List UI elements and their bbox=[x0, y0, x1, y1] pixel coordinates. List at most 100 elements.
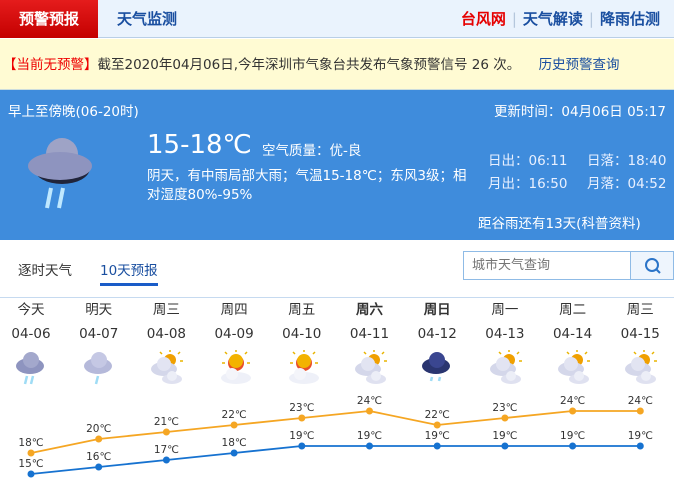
weather-desc-1: 阴天，有中雨局部大雨；气温15-18℃；东风3级；相 bbox=[147, 168, 467, 184]
forecast-date: 04-11 bbox=[349, 326, 390, 342]
high-temp-line bbox=[30, 410, 641, 454]
low-temp-point bbox=[366, 442, 373, 450]
high-temp-label: 24℃ bbox=[560, 395, 585, 407]
divider bbox=[0, 297, 674, 298]
city-search-input[interactable] bbox=[463, 251, 631, 280]
moonset: 月落：04:52 bbox=[587, 176, 667, 192]
high-temp-point bbox=[298, 414, 306, 422]
low-temp-label: 18℃ bbox=[222, 437, 247, 449]
forecast-day: 周一 bbox=[491, 302, 519, 318]
high-temp-label: 20℃ bbox=[86, 423, 111, 435]
low-temp-label: 17℃ bbox=[154, 444, 179, 456]
partly-cloudy-icon bbox=[625, 350, 658, 384]
low-temp-label: 19℃ bbox=[357, 430, 382, 442]
search-icon bbox=[645, 258, 661, 274]
forecast-date: 04-15 bbox=[620, 326, 660, 342]
high-temp-label: 24℃ bbox=[628, 395, 653, 407]
low-temp-label: 19℃ bbox=[289, 430, 314, 442]
high-temp-label: 23℃ bbox=[492, 402, 517, 414]
low-temp-point bbox=[162, 456, 170, 464]
high-temp-label: 22℃ bbox=[222, 409, 247, 421]
forecast-day: 周日 bbox=[423, 302, 451, 318]
forecast-date: 04-13 bbox=[485, 326, 525, 342]
top-nav bbox=[0, 0, 674, 38]
heavy-rain-icon bbox=[28, 138, 92, 209]
high-temp-label: 22℃ bbox=[425, 409, 450, 421]
partly-cloudy-icon bbox=[489, 350, 522, 384]
warning-bar: 【当前无预警】截至2020年04月06日,今年深圳市气象台共发布气象预警信号 2… bbox=[0, 39, 674, 90]
nav-right-links: 台风网 | 天气解读 | 降雨估测 bbox=[455, 0, 666, 38]
solar-term-link[interactable]: 距谷雨还有13天(科普资料) bbox=[478, 216, 641, 232]
low-temp-point bbox=[501, 442, 509, 450]
forecast-day: 周六 bbox=[356, 302, 383, 318]
history-warning-link[interactable]: 历史预警查询 bbox=[538, 57, 620, 73]
forecast-date: 04-09 bbox=[214, 326, 254, 342]
high-temp-label: 23℃ bbox=[289, 402, 314, 414]
forecast-day: 周五 bbox=[288, 302, 316, 318]
tab-hourly[interactable]: 逐时天气 bbox=[18, 263, 72, 279]
high-temp-point bbox=[501, 414, 509, 422]
forecast-date: 04-08 bbox=[146, 326, 186, 342]
low-temp-point bbox=[27, 470, 35, 478]
forecast-date: 04-14 bbox=[552, 326, 593, 342]
low-temp-point bbox=[569, 442, 577, 450]
forecast-day: 周四 bbox=[220, 302, 248, 318]
air-quality: 空气质量：优-良 bbox=[262, 143, 362, 159]
forecast-day: 周三 bbox=[626, 302, 654, 318]
rain-estimate-link[interactable]: 降雨估测 bbox=[599, 10, 660, 28]
search-button[interactable] bbox=[630, 251, 674, 280]
forecast-day: 周二 bbox=[559, 302, 587, 318]
forecast-date: 04-07 bbox=[79, 326, 119, 342]
forecast-day: 今天 bbox=[17, 302, 45, 318]
divider: | bbox=[511, 10, 517, 28]
moonrise: 月出：16:50 bbox=[488, 176, 568, 192]
divider: | bbox=[588, 10, 594, 28]
low-temp-line bbox=[30, 445, 641, 475]
high-temp-label: 18℃ bbox=[18, 437, 43, 449]
sunny-cloud-icon bbox=[221, 350, 252, 384]
temperature-chart: 18℃ 20℃ 21℃ 22℃ 23℃ 24℃ 22℃ 23℃ 24℃ 24℃ 15℃ 16℃ 17℃ 1… bbox=[18, 395, 653, 478]
tab-weather-monitor[interactable]: 天气监测 bbox=[117, 10, 178, 28]
forecast-date: 04-12 bbox=[417, 326, 457, 342]
typhoon-link[interactable]: 台风网 bbox=[460, 10, 506, 28]
period: 早上至傍晚(06-20时) bbox=[8, 104, 139, 120]
warning-text: 截至2020年04月06日,今年深圳市气象台共发布气象预警信号 26 次。 bbox=[97, 57, 521, 73]
low-temp-point bbox=[433, 442, 441, 450]
high-temp-point bbox=[636, 407, 644, 415]
low-temp-point bbox=[230, 449, 238, 457]
high-temp-point bbox=[162, 428, 170, 436]
sunny-cloud-icon bbox=[288, 350, 319, 384]
low-temp-point bbox=[636, 442, 644, 450]
tab-warning-forecast[interactable]: 预警预报 bbox=[0, 0, 98, 38]
weather-desc-2: 对湿度80%-95% bbox=[147, 187, 253, 203]
partly-cloudy-icon bbox=[151, 350, 184, 384]
forecast-day: 明天 bbox=[85, 302, 113, 318]
high-temp-point bbox=[27, 449, 35, 457]
high-temp-point bbox=[230, 421, 238, 429]
partly-cloudy-icon bbox=[557, 350, 590, 384]
update-time: 更新时间：04月06日 05:17 bbox=[493, 104, 666, 120]
sunset: 日落：18:40 bbox=[587, 153, 667, 169]
temperature-range: 15-18℃ bbox=[147, 130, 252, 160]
tab-10day[interactable]: 10天预报 bbox=[100, 259, 158, 286]
partly-cloudy-icon bbox=[354, 350, 387, 384]
today-panel: 早上至傍晚(06-20时) 更新时间：04月06日 05:17 15-18℃ 空… bbox=[0, 90, 674, 240]
low-temp-label: 15℃ bbox=[18, 458, 43, 470]
sunrise: 日出：06:11 bbox=[488, 153, 568, 169]
heavy-rain-icon bbox=[16, 352, 44, 385]
low-temp-point bbox=[298, 442, 306, 450]
weather-interpret-link[interactable]: 天气解读 bbox=[522, 10, 583, 28]
low-temp-label: 19℃ bbox=[628, 430, 653, 442]
high-temp-label: 24℃ bbox=[357, 395, 382, 407]
low-temp-label: 19℃ bbox=[492, 430, 517, 442]
forecast-day: 周三 bbox=[152, 302, 180, 318]
high-temp-point bbox=[366, 407, 373, 415]
low-temp-label: 19℃ bbox=[425, 430, 450, 442]
high-temp-label: 21℃ bbox=[154, 416, 179, 428]
high-temp-point bbox=[95, 435, 103, 443]
high-temp-point bbox=[433, 421, 441, 429]
low-temp-label: 19℃ bbox=[560, 430, 585, 442]
forecast-date: 04-06 bbox=[11, 326, 51, 342]
high-temp-point bbox=[569, 407, 577, 415]
dark-rain-icon bbox=[422, 352, 451, 382]
